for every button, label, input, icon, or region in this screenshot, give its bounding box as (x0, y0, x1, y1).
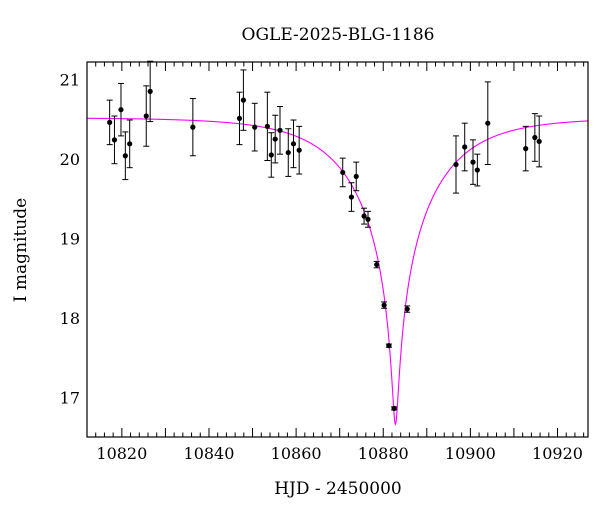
data-point (374, 261, 380, 268)
data-point (143, 113, 149, 119)
model-curve (86, 117, 588, 426)
y-tick-label: 17 (60, 388, 80, 407)
data-point (277, 127, 283, 133)
data-point (127, 141, 133, 147)
data-point (268, 152, 274, 158)
data-point (523, 145, 529, 152)
y-tick-label: 18 (60, 309, 80, 328)
data-point (365, 216, 371, 222)
data-point (404, 306, 410, 312)
x-tick-label: 10820 (96, 444, 147, 463)
data-point (107, 119, 113, 125)
data-point (536, 138, 542, 145)
x-tick-label: 10840 (184, 444, 235, 463)
data-point (252, 124, 258, 130)
data-point (453, 161, 459, 168)
x-axis-label: HJD - 2450000 (274, 479, 402, 499)
data-point (470, 159, 476, 165)
y-axis-label: I magnitude (11, 198, 31, 302)
data-point (147, 88, 153, 94)
data-point (462, 144, 468, 150)
data-point (361, 213, 367, 219)
data-point (290, 141, 297, 147)
y-tick-label: 20 (60, 150, 80, 169)
data-point (348, 194, 355, 200)
data-point (391, 405, 397, 411)
data-point (272, 136, 278, 142)
y-tick-label: 19 (60, 229, 80, 248)
data-point (340, 169, 346, 176)
data-point (122, 153, 128, 159)
data-point (118, 107, 124, 113)
plot-frame (86, 61, 589, 438)
chart-title: OGLE-2025-BLG-1186 (242, 25, 435, 45)
data-point (264, 123, 270, 129)
x-tick-label: 10880 (358, 444, 409, 463)
y-tick-label: 21 (60, 70, 80, 89)
x-tick-label: 10860 (271, 444, 322, 463)
data-point (236, 115, 243, 122)
data-point (381, 302, 387, 308)
plot-layer: 10820 10840 10860 10880 10900 10920 17 18 19 20 21 (60, 60, 588, 463)
data-point (485, 120, 491, 126)
data-point (111, 137, 118, 143)
data-point (285, 149, 291, 156)
data-point (386, 343, 392, 349)
x-tick-label: 10920 (532, 444, 583, 463)
data-point (474, 167, 480, 173)
data-point (296, 147, 302, 153)
data-point (240, 97, 246, 103)
data-point (353, 173, 359, 180)
data-point (190, 124, 196, 130)
data-point (532, 134, 538, 141)
x-tick-label: 10900 (445, 444, 496, 463)
